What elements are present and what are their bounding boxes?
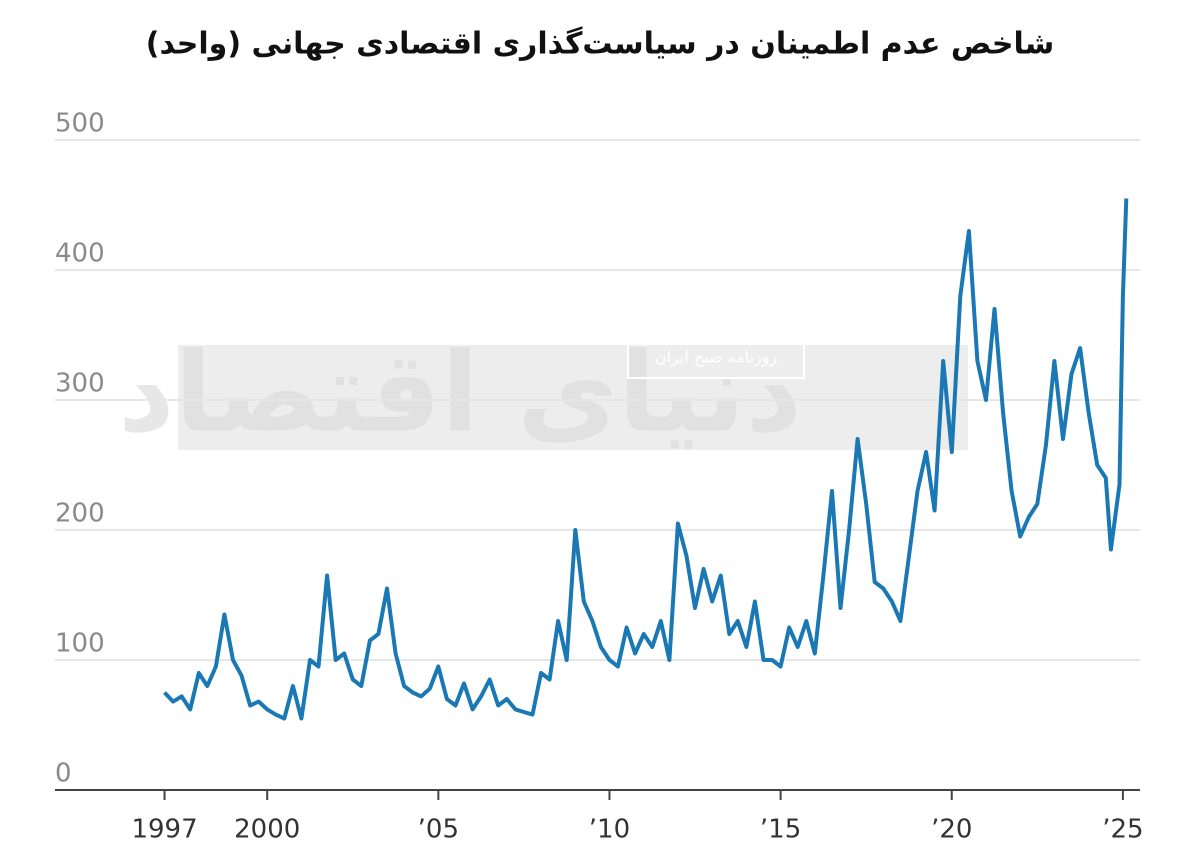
x-tick-label: 2000 [234, 815, 300, 845]
y-tick-label: 500 [55, 109, 105, 139]
x-tick-label: ’15 [760, 815, 801, 845]
x-tick-label: ’10 [589, 815, 630, 845]
x-tick-label: ’05 [418, 815, 459, 845]
data-line [163, 198, 1129, 721]
y-tick-label: 100 [55, 629, 105, 659]
watermark-logo: دنیای اقتصاد [118, 328, 802, 456]
x-tick-label: ’25 [1102, 815, 1143, 845]
watermark: روزنامه صبح ایران [655, 348, 778, 368]
y-tick-label: 400 [55, 239, 105, 269]
watermark-band [178, 345, 968, 450]
chart-title: شاخص عدم اطمینان در سیاست‌گذاری اقتصادی … [146, 26, 1055, 62]
y-tick-label: 0 [55, 759, 72, 789]
x-tick-label: 1997 [131, 815, 197, 845]
y-tick-label: 200 [55, 499, 105, 529]
y-tick-label: 300 [55, 369, 105, 399]
x-tick-label: ’20 [931, 815, 972, 845]
watermark-box [627, 337, 805, 379]
